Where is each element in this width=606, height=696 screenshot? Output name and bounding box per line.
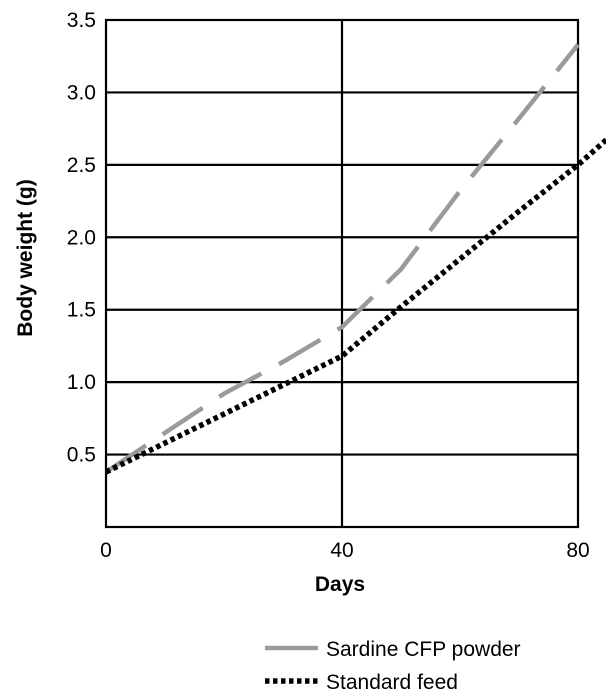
y-tick-label-2-5: 2.5 — [67, 154, 96, 177]
grid — [106, 20, 578, 527]
y-tick-label-0-5: 0.5 — [67, 444, 96, 467]
x-tick-label-40: 40 — [330, 539, 353, 562]
y-tick-label-1-5: 1.5 — [67, 299, 96, 322]
series-line-standard-feed — [104, 136, 606, 475]
x-tick-label-0: 0 — [100, 539, 112, 562]
y-tick-label-2-0: 2.0 — [67, 226, 96, 249]
y-axis-title: Body weight (g) — [14, 179, 37, 336]
axes — [104, 18, 580, 529]
legend-label-sardine-cfp-powder: Sardine CFP powder — [326, 638, 521, 661]
x-axis-title: Days — [315, 573, 365, 596]
y-tick-label-3-5: 3.5 — [67, 9, 96, 32]
y-tick-label-1-0: 1.0 — [67, 371, 96, 394]
series-line-sardine-cfp-powder — [104, 43, 580, 474]
series-lines — [104, 43, 606, 475]
x-tick-label-80: 80 — [566, 539, 589, 562]
y-tick-label-3-0: 3.0 — [67, 81, 96, 104]
legend-label-standard-feed: Standard feed — [326, 671, 458, 694]
tick-labels: 0.5 1.0 1.5 2.0 2.5 3.0 3.5 0 40 80 — [67, 9, 590, 562]
plot-frame — [104, 18, 580, 529]
legend: Sardine CFP powder Standard feed — [265, 638, 521, 694]
